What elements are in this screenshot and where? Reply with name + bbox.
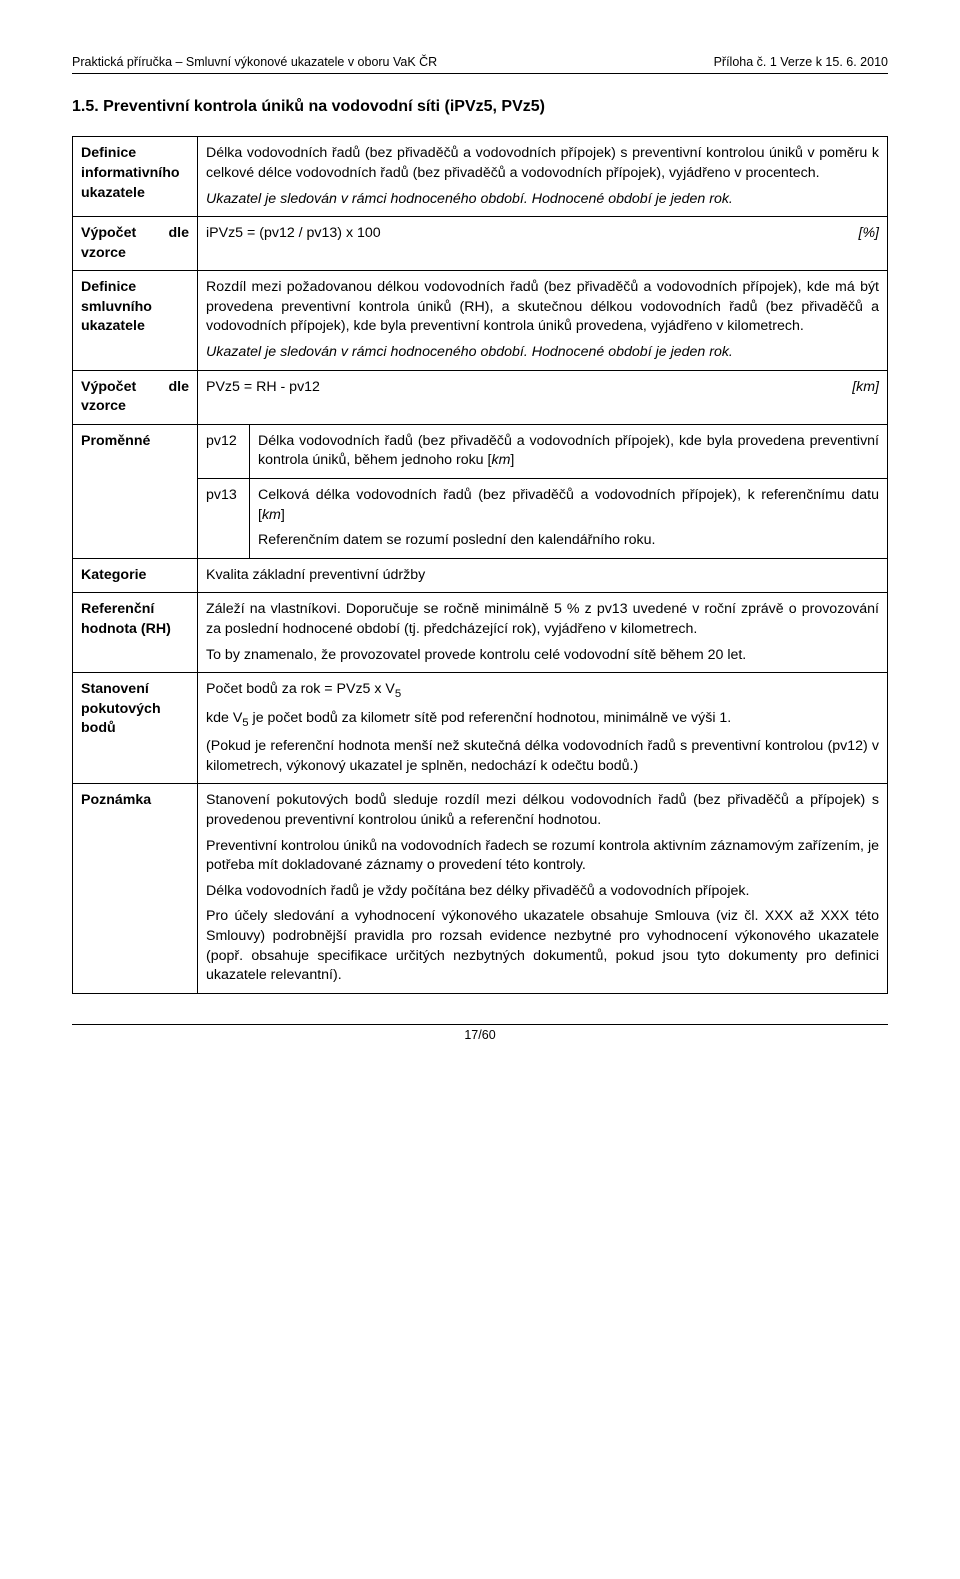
page-header: Praktická příručka – Smluvní výkonové uk…	[72, 54, 888, 74]
label-def-sml: Definice smluvního ukazatele	[73, 271, 198, 370]
row-stanoveni: Stanovení pokutových bodů Počet bodů za …	[73, 673, 888, 784]
calc1-unit: [%]	[859, 224, 880, 244]
indicator-table: Definice informativního ukazatele Délka …	[72, 136, 888, 993]
cell-calc1: iPVz5 = (pv12 / pv13) x 100 [%]	[198, 217, 888, 271]
row-var-pv12: Proměnné pv12 Délka vodovodních řadů (be…	[73, 424, 888, 478]
def-sml-p2: Ukazatel je sledován v rámci hodnoceného…	[206, 343, 879, 363]
label-def-info: Definice informativního ukazatele	[73, 137, 198, 217]
cell-ref: Záleží na vlastníkovi. Doporučuje se roč…	[198, 593, 888, 673]
var-pv13-desc: Celková délka vodovodních řadů (bez přiv…	[250, 479, 888, 559]
page: Praktická příručka – Smluvní výkonové uk…	[0, 0, 960, 1084]
row-def-sml: Definice smluvního ukazatele Rozdíl mezi…	[73, 271, 888, 370]
cell-stanoveni: Počet bodů za rok = PVz5 x V5 kde V5 je …	[198, 673, 888, 784]
label-poznamka: Poznámka	[73, 784, 198, 993]
def-info-p2: Ukazatel je sledován v rámci hodnoceného…	[206, 190, 879, 210]
row-calc1: Výpočet dle vzorce iPVz5 = (pv12 / pv13)…	[73, 217, 888, 271]
cell-def-sml: Rozdíl mezi požadovanou délkou vodovodní…	[198, 271, 888, 370]
calc2-unit: [km]	[852, 378, 879, 398]
row-kategorie: Kategorie Kvalita základní preventivní ú…	[73, 558, 888, 593]
page-title: 1.5. Preventivní kontrola úniků na vodov…	[72, 96, 888, 118]
row-ref: Referenční hodnota (RH) Záleží na vlastn…	[73, 593, 888, 673]
var-pv12-desc: Délka vodovodních řadů (bez přivaděčů a …	[250, 424, 888, 478]
header-right: Příloha č. 1 Verze k 15. 6. 2010	[714, 54, 888, 71]
var-pv13-name: pv13	[198, 479, 250, 559]
label-calc2: Výpočet dle vzorce	[73, 370, 198, 424]
cell-poznamka: Stanovení pokutových bodů sleduje rozdíl…	[198, 784, 888, 993]
row-calc2: Výpočet dle vzorce PVz5 = RH - pv12 [km]	[73, 370, 888, 424]
cell-kategorie: Kvalita základní preventivní údržby	[198, 558, 888, 593]
calc2-formula: PVz5 = RH - pv12	[206, 378, 852, 398]
label-calc1: Výpočet dle vzorce	[73, 217, 198, 271]
def-sml-p1: Rozdíl mezi požadovanou délkou vodovodní…	[206, 278, 879, 337]
page-footer: 17/60	[72, 1024, 888, 1044]
label-ref: Referenční hodnota (RH)	[73, 593, 198, 673]
calc1-formula: iPVz5 = (pv12 / pv13) x 100	[206, 224, 859, 244]
var-pv12-name: pv12	[198, 424, 250, 478]
def-info-p1: Délka vodovodních řadů (bez přivaděčů a …	[206, 144, 879, 183]
row-def-info: Definice informativního ukazatele Délka …	[73, 137, 888, 217]
label-vars: Proměnné	[73, 424, 198, 558]
header-left: Praktická příručka – Smluvní výkonové uk…	[72, 54, 437, 71]
cell-calc2: PVz5 = RH - pv12 [km]	[198, 370, 888, 424]
label-kategorie: Kategorie	[73, 558, 198, 593]
label-stanoveni: Stanovení pokutových bodů	[73, 673, 198, 784]
cell-def-info: Délka vodovodních řadů (bez přivaděčů a …	[198, 137, 888, 217]
row-poznamka: Poznámka Stanovení pokutových bodů sledu…	[73, 784, 888, 993]
